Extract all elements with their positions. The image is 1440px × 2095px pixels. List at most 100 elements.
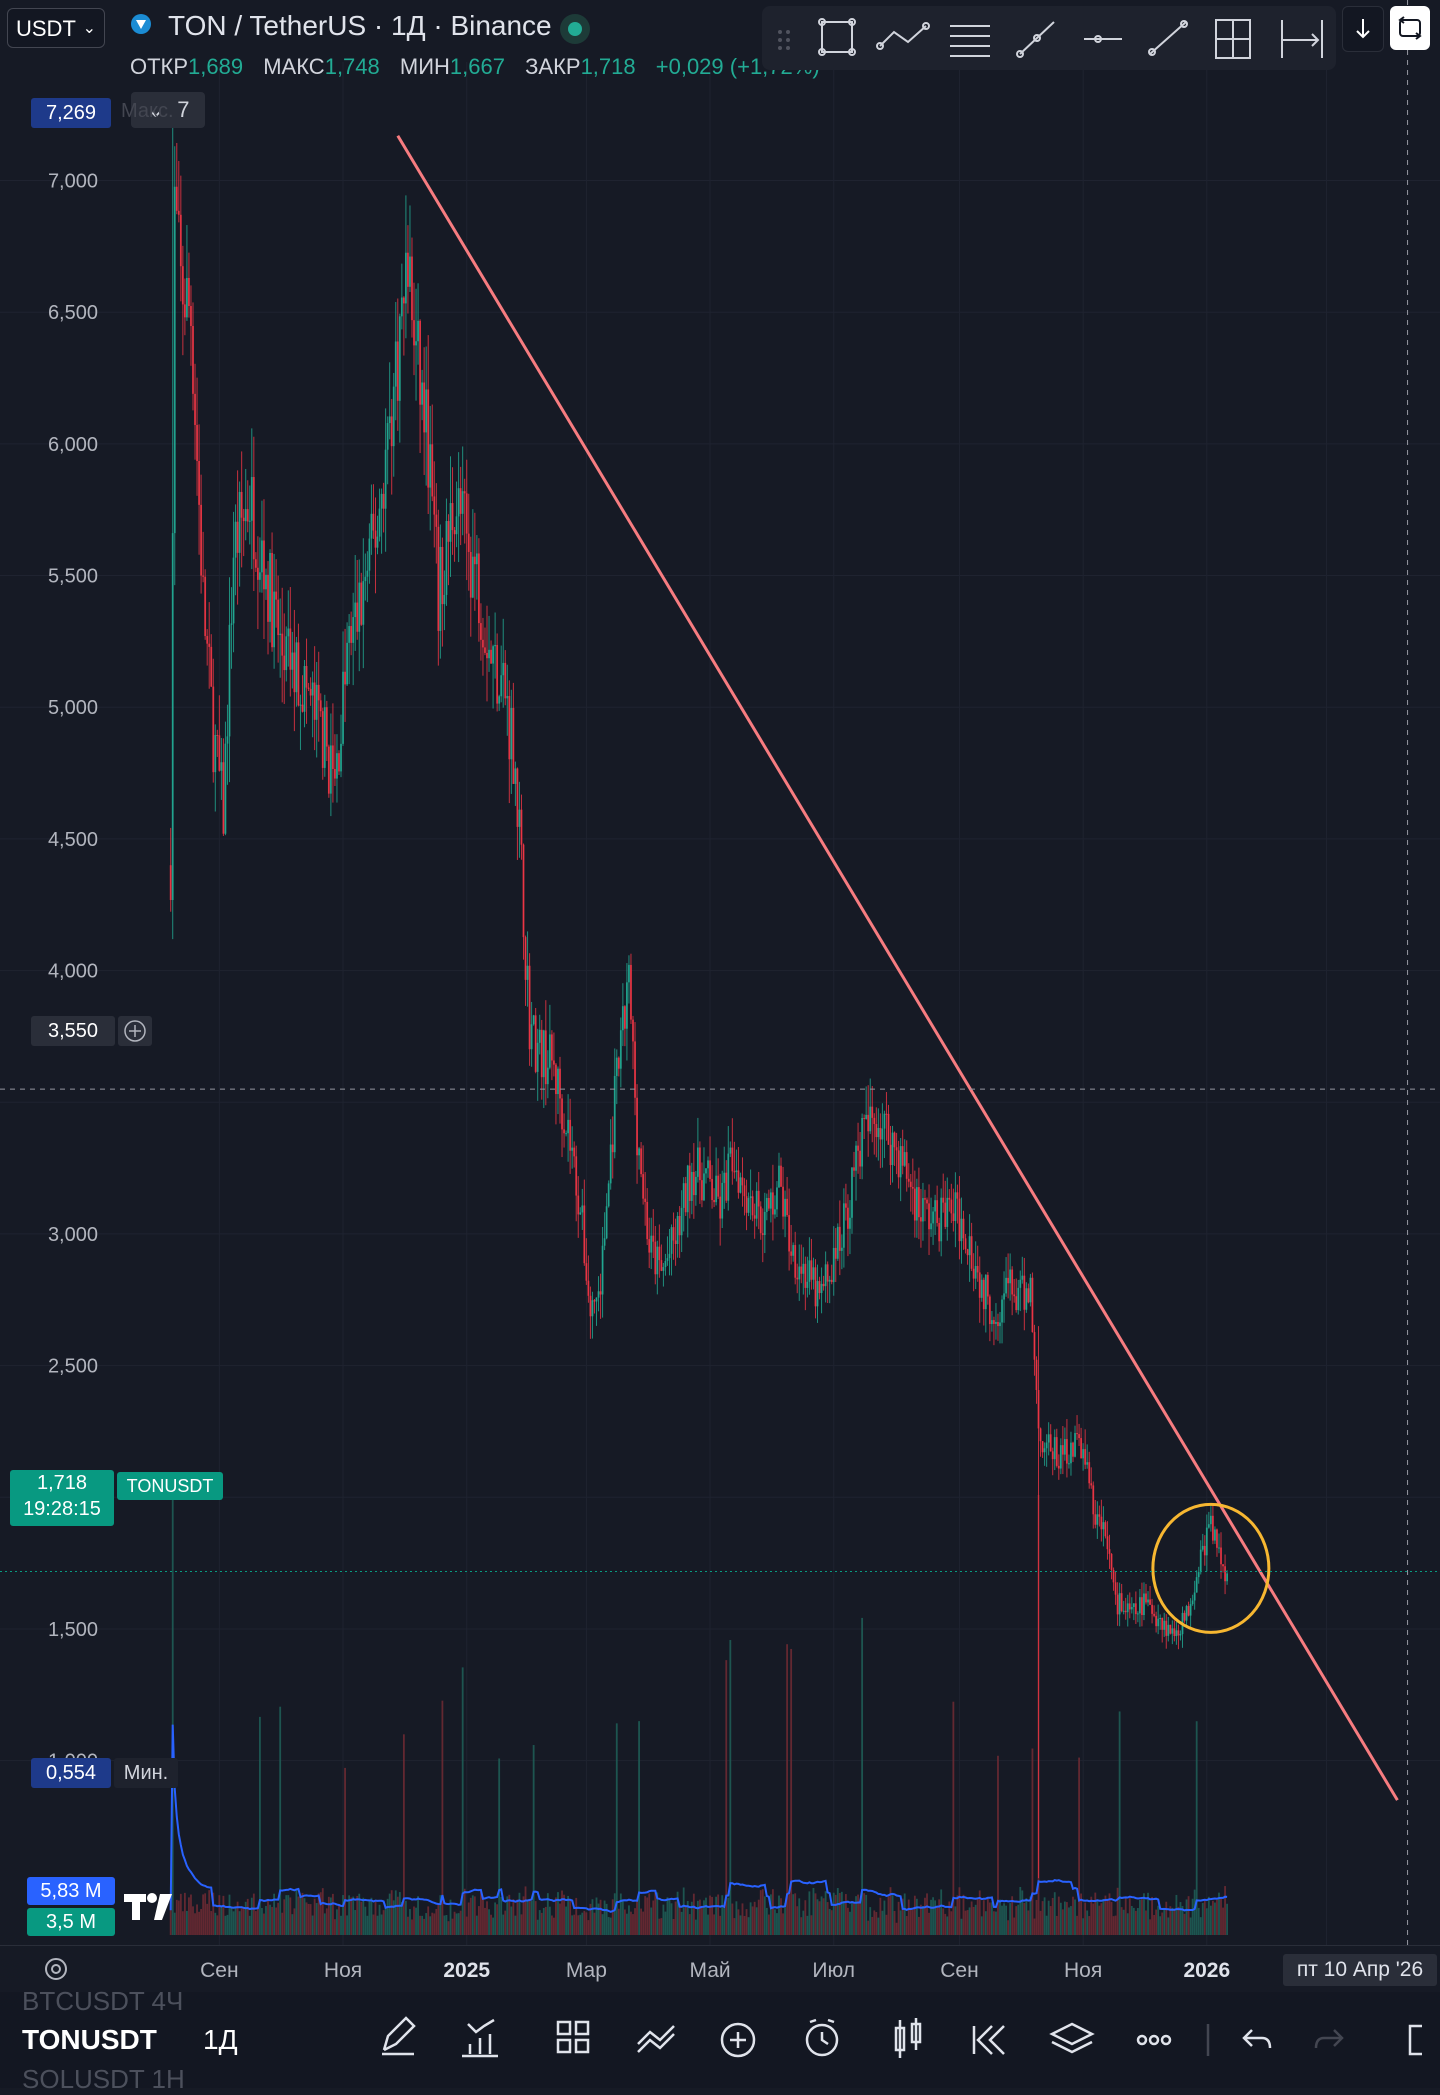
volume-bar xyxy=(642,1911,645,1935)
volume-bar xyxy=(769,1894,772,1935)
candle-body xyxy=(895,1147,898,1151)
rectangle-icon[interactable] xyxy=(818,18,856,56)
candle-body xyxy=(958,1198,961,1242)
volume-bar xyxy=(725,1660,728,1935)
collapse-toolbar-button[interactable] xyxy=(1342,6,1384,52)
volume-bar xyxy=(944,1913,947,1935)
quote-currency-select[interactable]: USDT ⌄ xyxy=(7,8,105,48)
chart-type-icon[interactable] xyxy=(894,2018,922,2058)
candle-body xyxy=(220,762,223,771)
pencil-icon[interactable] xyxy=(382,2016,416,2056)
path-icon[interactable] xyxy=(876,22,930,50)
volume-bar xyxy=(678,1904,681,1935)
add-icon[interactable] xyxy=(720,2022,756,2058)
volume-bar xyxy=(1114,1915,1117,1935)
volume-bar xyxy=(617,1908,620,1935)
add-alert-button[interactable] xyxy=(118,1016,152,1046)
volume-bar xyxy=(1161,1912,1164,1935)
long-position-icon[interactable] xyxy=(1215,19,1251,59)
candle-body xyxy=(510,707,513,760)
volume-bar xyxy=(555,1897,557,1935)
volume-bar xyxy=(1197,1907,1200,1935)
candle-body xyxy=(477,553,480,624)
candle-body xyxy=(473,556,476,565)
candle-body xyxy=(202,575,205,577)
candle-body xyxy=(899,1146,902,1178)
volume-bar xyxy=(439,1895,442,1935)
volume-bar xyxy=(1175,1894,1178,1935)
candle-body xyxy=(1193,1592,1196,1601)
undo-icon[interactable] xyxy=(1242,2029,1272,2049)
templates-icon[interactable] xyxy=(556,2020,590,2054)
symbol-title[interactable]: TON / TetherUS · 1Д · Binance xyxy=(168,10,552,41)
more-icon[interactable] xyxy=(1136,2034,1172,2046)
compare-icon[interactable] xyxy=(637,2025,675,2053)
candle-body xyxy=(532,1015,535,1025)
volume-bar xyxy=(571,1915,574,1935)
volume-bar xyxy=(350,1897,353,1935)
indicators-icon[interactable] xyxy=(462,2018,498,2058)
volume-bar xyxy=(999,1899,1001,1935)
volume-bar xyxy=(990,1902,993,1935)
candle-body xyxy=(1057,1465,1060,1469)
candle-body xyxy=(962,1218,965,1239)
volume-bar xyxy=(417,1896,419,1935)
candle-body xyxy=(301,704,304,712)
sync-button[interactable] xyxy=(1390,6,1430,50)
volume-bar xyxy=(457,1913,460,1935)
candle-body xyxy=(1001,1299,1003,1323)
date-range-icon[interactable] xyxy=(1281,20,1323,58)
indicators-collapse-button[interactable]: ⌄ 7 xyxy=(131,92,205,128)
volume-bar xyxy=(1130,1905,1133,1935)
candle-body xyxy=(694,1176,697,1196)
replay-icon[interactable] xyxy=(972,2025,1005,2055)
volume-bar xyxy=(307,1903,310,1935)
fullscreen-icon[interactable] xyxy=(1408,2024,1422,2056)
current-symbol[interactable]: TONUSDT xyxy=(22,2024,157,2055)
candle-body xyxy=(1214,1529,1216,1541)
candle-body xyxy=(861,1117,864,1167)
candle-body xyxy=(179,214,182,267)
price-tick-label: 5,500 xyxy=(48,566,98,588)
volume-bar xyxy=(1124,1897,1127,1935)
volume-bar xyxy=(538,1910,541,1935)
candle-body xyxy=(181,266,184,305)
volume-bar xyxy=(358,1893,361,1935)
candle-body xyxy=(605,1206,608,1239)
volume-bar xyxy=(384,1907,387,1935)
volume-bar xyxy=(1041,1901,1044,1935)
volume-bar xyxy=(646,1897,649,1935)
volume-bar xyxy=(1068,1907,1070,1935)
volume-bar xyxy=(964,1910,967,1935)
redo-icon[interactable] xyxy=(1314,2029,1344,2049)
bar-countdown: 19:28:15 xyxy=(23,1498,101,1520)
parallel-channel-icon[interactable] xyxy=(950,25,990,57)
candle-body xyxy=(279,633,282,636)
candle-body xyxy=(1059,1445,1062,1469)
layers-icon[interactable] xyxy=(1049,2022,1095,2054)
volume-bar xyxy=(1045,1915,1048,1935)
volume-bar xyxy=(778,1895,780,1935)
ray-icon[interactable] xyxy=(1148,20,1188,56)
symbol-list-next[interactable]: SOLUSDT 1H xyxy=(22,2064,185,2094)
volume-bar xyxy=(909,1907,912,1935)
horizontal-line-icon[interactable] xyxy=(1084,35,1122,43)
alert-icon[interactable] xyxy=(805,2018,839,2057)
candle-body xyxy=(774,1209,776,1215)
last-price-tag: 1,718 19:28:15 xyxy=(10,1470,114,1526)
current-interval[interactable]: 1Д xyxy=(203,2024,238,2055)
candle-body xyxy=(261,540,263,573)
symbol-list-prev[interactable]: BTCUSDT 4Ч xyxy=(22,1986,184,2016)
volume-bar xyxy=(915,1898,918,1935)
volume-bar xyxy=(244,1901,247,1935)
volume-bar xyxy=(621,1899,624,1935)
volume-bar xyxy=(465,1916,468,1935)
volume-bar xyxy=(1134,1910,1137,1935)
candle-body xyxy=(1143,1593,1145,1616)
trend-line-icon[interactable] xyxy=(1016,21,1055,58)
candle-body xyxy=(315,684,318,720)
arrow-down-icon xyxy=(1356,19,1370,39)
candle-body xyxy=(234,521,237,558)
volume-bar xyxy=(859,1901,861,1935)
